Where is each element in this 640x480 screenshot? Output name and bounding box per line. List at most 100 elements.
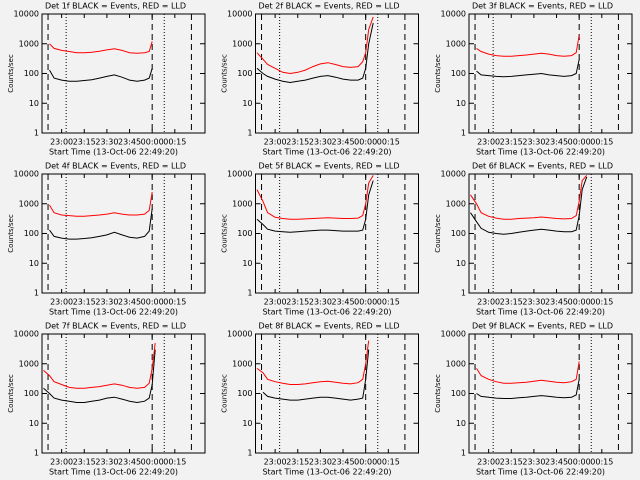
x-tick-label: 23:00 — [264, 298, 287, 307]
y-tick-label: 1 — [247, 289, 252, 298]
x-tick-label: 23:00 — [50, 138, 73, 147]
x-tick-label: 00:15 — [163, 138, 186, 147]
panel: Det 9f BLACK = Events, RED = LLD Start Ti… — [434, 322, 633, 477]
x-tick-label: 00:00 — [568, 458, 591, 467]
data-line — [49, 68, 153, 82]
y-tick-label: 10000 — [227, 170, 252, 179]
y-tick-label: 100 — [237, 69, 252, 78]
chart-title: Det 3f BLACK = Events, RED = LLD — [472, 2, 613, 11]
y-tick-label: 1000 — [19, 39, 39, 48]
data-line — [256, 340, 370, 385]
x-axis-label: Start Time (13-Oct-06 22:49:20) — [262, 308, 391, 317]
data-line — [470, 176, 588, 235]
x-axis-label: Start Time (13-Oct-06 22:49:20) — [49, 148, 178, 157]
y-tick-label: 1000 — [446, 39, 466, 48]
y-axis-label: Counts/sec — [221, 214, 229, 253]
y-tick-label: 10000 — [227, 330, 252, 339]
y-tick-label: 10 — [29, 259, 39, 268]
x-tick-label: 00:15 — [377, 458, 400, 467]
data-line — [262, 349, 370, 401]
x-tick-label: 23:00 — [50, 298, 73, 307]
x-tick-label: 00:15 — [163, 298, 186, 307]
plot-frame — [41, 333, 206, 454]
y-tick-label: 100 — [451, 389, 466, 398]
data-line — [476, 34, 580, 57]
panel: Det 4f BLACK = Events, RED = LLD Start Ti… — [7, 162, 206, 317]
y-tick-label: 10000 — [14, 10, 39, 19]
y-tick-label: 100 — [451, 69, 466, 78]
x-tick-label: 00:00 — [568, 298, 591, 307]
x-axis-label: Start Time (13-Oct-06 22:49:20) — [476, 468, 605, 477]
chart-title: Det 8f BLACK = Events, RED = LLD — [258, 322, 399, 331]
y-tick-label: 10000 — [441, 170, 466, 179]
chart-title: Det 6f BLACK = Events, RED = LLD — [472, 162, 613, 171]
x-tick-label: 00:00 — [354, 138, 377, 147]
y-axis-label: Counts/sec — [434, 54, 442, 93]
chart-title: Det 7f BLACK = Events, RED = LLD — [45, 322, 186, 331]
x-tick-label: 23:30 — [309, 138, 332, 147]
data-line — [476, 59, 580, 78]
x-tick-label: 23:15 — [286, 458, 309, 467]
y-tick-label: 10000 — [441, 10, 466, 19]
y-axis-label: Counts/sec — [7, 214, 15, 253]
x-tick-label: 00:00 — [354, 458, 377, 467]
panel: Det 8f BLACK = Events, RED = LLD Start Ti… — [221, 322, 419, 477]
x-tick-label: 23:15 — [286, 298, 309, 307]
y-axis-label: Counts/sec — [7, 374, 15, 413]
x-tick-label: 23:15 — [500, 138, 523, 147]
data-line — [256, 180, 374, 233]
y-tick-label: 100 — [237, 229, 252, 238]
panel: Det 5f BLACK = Events, RED = LLD Start Ti… — [221, 162, 419, 317]
x-tick-label: 23:45 — [545, 458, 568, 467]
x-tick-label: 00:00 — [141, 458, 164, 467]
plot-frame — [255, 333, 419, 454]
y-tick-label: 10 — [29, 419, 39, 428]
y-tick-label: 1 — [461, 289, 466, 298]
x-tick-label: 23:15 — [500, 458, 523, 467]
x-tick-label: 00:15 — [377, 298, 400, 307]
x-tick-label: 23:00 — [50, 458, 73, 467]
y-tick-label: 1 — [34, 449, 39, 458]
x-tick-label: 00:15 — [377, 138, 400, 147]
x-tick-label: 23:15 — [73, 298, 96, 307]
x-tick-label: 23:15 — [73, 458, 96, 467]
y-axis-label: Counts/sec — [221, 54, 229, 93]
x-tick-label: 23:30 — [95, 458, 118, 467]
y-tick-label: 1 — [247, 129, 252, 138]
x-tick-label: 00:00 — [141, 298, 164, 307]
x-tick-label: 23:45 — [545, 298, 568, 307]
y-tick-label: 100 — [451, 229, 466, 238]
chart-title: Det 9f BLACK = Events, RED = LLD — [472, 322, 613, 331]
y-tick-label: 1000 — [19, 199, 39, 208]
y-tick-label: 10000 — [441, 330, 466, 339]
y-tick-label: 1000 — [446, 359, 466, 368]
x-tick-label: 00:00 — [141, 138, 164, 147]
x-tick-label: 23:45 — [118, 138, 141, 147]
y-tick-label: 100 — [237, 389, 252, 398]
x-tick-label: 00:15 — [590, 298, 613, 307]
x-tick-label: 23:00 — [264, 458, 287, 467]
y-tick-label: 10 — [242, 419, 252, 428]
x-tick-label: 23:30 — [95, 138, 118, 147]
x-tick-label: 00:00 — [354, 298, 377, 307]
y-tick-label: 10 — [456, 419, 466, 428]
x-tick-label: 00:15 — [163, 458, 186, 467]
x-tick-label: 23:15 — [286, 138, 309, 147]
y-tick-label: 1 — [461, 129, 466, 138]
x-tick-label: 00:00 — [568, 138, 591, 147]
x-axis-label: Start Time (13-Oct-06 22:49:20) — [49, 468, 178, 477]
x-tick-label: 23:30 — [309, 458, 332, 467]
x-tick-label: 00:15 — [590, 458, 613, 467]
x-tick-label: 23:15 — [500, 298, 523, 307]
x-tick-label: 23:30 — [522, 138, 545, 147]
chart-title: Det 1f BLACK = Events, RED = LLD — [45, 2, 186, 11]
plot-frame — [468, 333, 633, 454]
x-tick-label: 23:30 — [522, 458, 545, 467]
x-tick-label: 23:00 — [477, 138, 500, 147]
panel: Det 1f BLACK = Events, RED = LLD Start Ti… — [7, 2, 206, 157]
x-tick-label: 23:30 — [309, 298, 332, 307]
chart-title: Det 2f BLACK = Events, RED = LLD — [258, 2, 399, 11]
data-line — [49, 191, 153, 217]
data-line — [256, 22, 374, 84]
